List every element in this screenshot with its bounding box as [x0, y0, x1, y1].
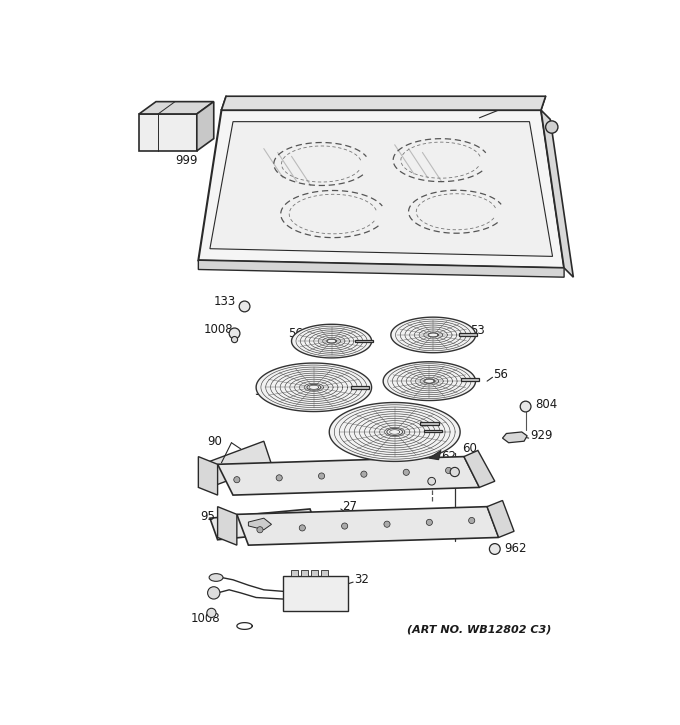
- Polygon shape: [503, 432, 527, 443]
- Polygon shape: [420, 422, 439, 425]
- Circle shape: [520, 401, 531, 412]
- Circle shape: [490, 544, 500, 555]
- Polygon shape: [283, 576, 348, 610]
- Polygon shape: [541, 110, 573, 277]
- Polygon shape: [321, 570, 328, 576]
- Text: 56: 56: [288, 327, 303, 340]
- Polygon shape: [206, 442, 271, 486]
- Polygon shape: [199, 110, 564, 268]
- Circle shape: [469, 518, 475, 523]
- Polygon shape: [199, 260, 564, 277]
- Polygon shape: [487, 500, 514, 537]
- Polygon shape: [199, 457, 218, 495]
- Text: 962: 962: [504, 542, 526, 555]
- Circle shape: [341, 523, 347, 529]
- Text: 27: 27: [342, 500, 358, 513]
- Polygon shape: [461, 378, 479, 381]
- Text: 804: 804: [535, 398, 557, 411]
- Text: 62: 62: [441, 450, 456, 463]
- Circle shape: [445, 468, 452, 473]
- Polygon shape: [311, 570, 318, 576]
- Text: 95: 95: [201, 510, 216, 523]
- Ellipse shape: [209, 573, 223, 581]
- Text: 32: 32: [355, 573, 369, 587]
- Circle shape: [276, 475, 282, 481]
- Circle shape: [207, 608, 216, 618]
- Polygon shape: [210, 122, 553, 257]
- Polygon shape: [424, 430, 443, 432]
- Polygon shape: [429, 450, 441, 460]
- Text: 133: 133: [214, 294, 236, 307]
- Circle shape: [450, 468, 460, 476]
- Polygon shape: [329, 402, 460, 461]
- Text: 1008: 1008: [204, 323, 233, 336]
- Text: 1008: 1008: [190, 612, 220, 625]
- Text: 26: 26: [379, 444, 394, 457]
- Polygon shape: [218, 457, 479, 495]
- Polygon shape: [464, 450, 495, 487]
- Circle shape: [403, 469, 409, 476]
- Polygon shape: [292, 324, 371, 358]
- Circle shape: [428, 477, 435, 485]
- Polygon shape: [301, 570, 309, 576]
- Circle shape: [239, 301, 250, 312]
- Polygon shape: [383, 362, 475, 400]
- Polygon shape: [351, 386, 369, 389]
- Text: 58: 58: [339, 426, 354, 439]
- Polygon shape: [197, 102, 214, 151]
- Circle shape: [231, 336, 237, 343]
- Text: 51: 51: [516, 97, 531, 110]
- Polygon shape: [256, 363, 371, 412]
- Polygon shape: [237, 507, 498, 545]
- Text: (ART NO. WB12802 C3): (ART NO. WB12802 C3): [407, 625, 551, 635]
- Circle shape: [207, 587, 220, 599]
- Circle shape: [318, 473, 324, 479]
- Polygon shape: [210, 509, 318, 539]
- Polygon shape: [355, 339, 373, 342]
- Text: 999: 999: [175, 154, 198, 167]
- Circle shape: [257, 526, 263, 533]
- Circle shape: [545, 121, 558, 133]
- Text: 90: 90: [207, 435, 222, 448]
- Polygon shape: [139, 114, 197, 151]
- Circle shape: [299, 525, 305, 531]
- Polygon shape: [458, 334, 477, 336]
- Text: 56: 56: [493, 368, 508, 381]
- Polygon shape: [248, 518, 271, 530]
- Circle shape: [229, 328, 240, 339]
- Text: 60: 60: [462, 442, 477, 455]
- Polygon shape: [391, 317, 475, 353]
- Polygon shape: [222, 96, 545, 110]
- Text: 929: 929: [530, 429, 553, 442]
- Polygon shape: [291, 570, 299, 576]
- Circle shape: [361, 471, 367, 477]
- Circle shape: [234, 476, 240, 483]
- Text: 53: 53: [470, 324, 485, 337]
- Circle shape: [426, 519, 432, 526]
- Polygon shape: [218, 507, 237, 545]
- Polygon shape: [139, 102, 214, 114]
- Text: 57: 57: [254, 385, 269, 397]
- Circle shape: [384, 521, 390, 527]
